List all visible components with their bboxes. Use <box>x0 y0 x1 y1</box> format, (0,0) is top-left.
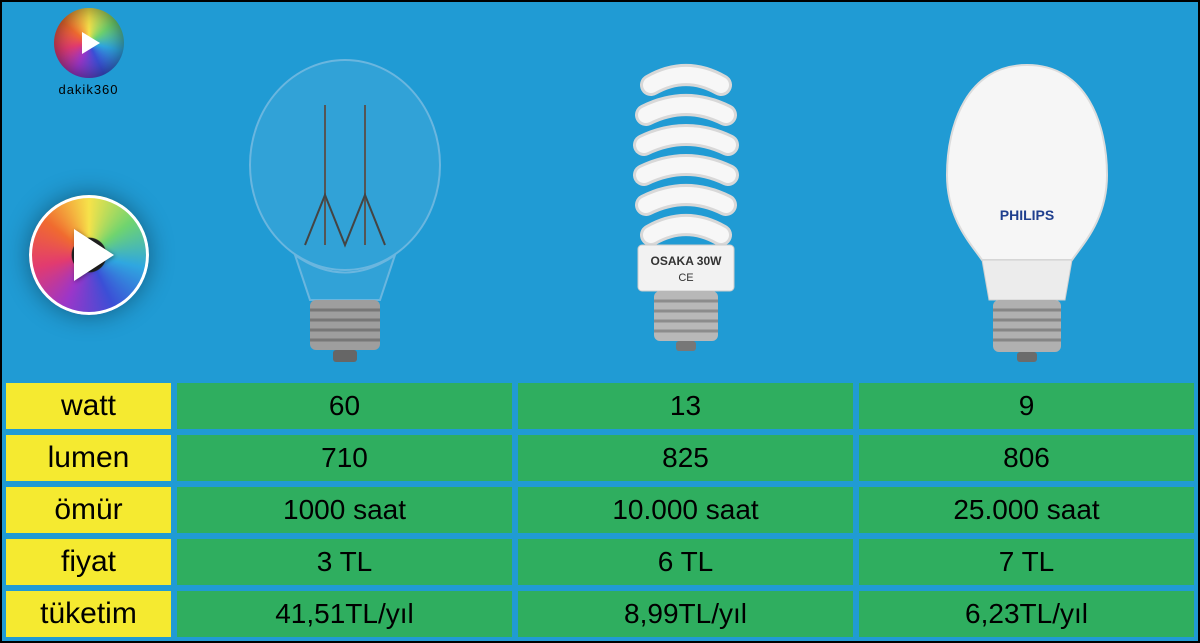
row-value: 825 <box>518 435 853 481</box>
row-label-ömür: ömür <box>6 487 171 533</box>
incandescent-bulb-icon <box>215 45 475 375</box>
row-value: 9 <box>859 383 1194 429</box>
row-value: 6 TL <box>518 539 853 585</box>
row-value: 6,23TL/yıl <box>859 591 1194 637</box>
play-icon <box>54 8 124 78</box>
row-value: 7 TL <box>859 539 1194 585</box>
brand-column: dakik360 <box>6 6 171 379</box>
comparison-table: watt60139 lumen710825806 ömür1000 saat10.0… <box>2 383 1198 641</box>
led-bulb-icon: PHILIPS <box>897 45 1157 375</box>
bulb-led: PHILIPS <box>859 6 1194 379</box>
row-value: 806 <box>859 435 1194 481</box>
row-value: 3 TL <box>177 539 512 585</box>
row-value: 13 <box>518 383 853 429</box>
row-value: 710 <box>177 435 512 481</box>
cfl-brand-label: OSAKA 30W <box>650 254 722 268</box>
bulb-incandescent <box>177 6 512 379</box>
row-value: 8,99TL/yıl <box>518 591 853 637</box>
row-label-fiyat: fiyat <box>6 539 171 585</box>
brand-text: dakik360 <box>58 82 118 97</box>
row-label-lumen: lumen <box>6 435 171 481</box>
table-row: watt60139 <box>6 383 1194 429</box>
table-row: lumen710825806 <box>6 435 1194 481</box>
row-value: 60 <box>177 383 512 429</box>
table-row: fiyat3 TL6 TL7 TL <box>6 539 1194 585</box>
led-brand-label: PHILIPS <box>999 207 1053 223</box>
row-label-watt: watt <box>6 383 171 429</box>
row-label-tüketim: tüketim <box>6 591 171 637</box>
comparison-infographic: dakik360 <box>0 0 1200 643</box>
cfl-bulb-icon: OSAKA 30W CE <box>556 45 816 375</box>
row-value: 10.000 saat <box>518 487 853 533</box>
play-icon-large <box>29 195 149 315</box>
cfl-ce-label: CE <box>678 272 693 284</box>
image-row: dakik360 <box>2 2 1198 383</box>
row-value: 1000 saat <box>177 487 512 533</box>
table-row: ömür1000 saat10.000 saat25.000 saat <box>6 487 1194 533</box>
bulb-cfl: OSAKA 30W CE <box>518 6 853 379</box>
row-value: 41,51TL/yıl <box>177 591 512 637</box>
table-row: tüketim41,51TL/yıl8,99TL/yıl6,23TL/yıl <box>6 591 1194 637</box>
row-value: 25.000 saat <box>859 487 1194 533</box>
